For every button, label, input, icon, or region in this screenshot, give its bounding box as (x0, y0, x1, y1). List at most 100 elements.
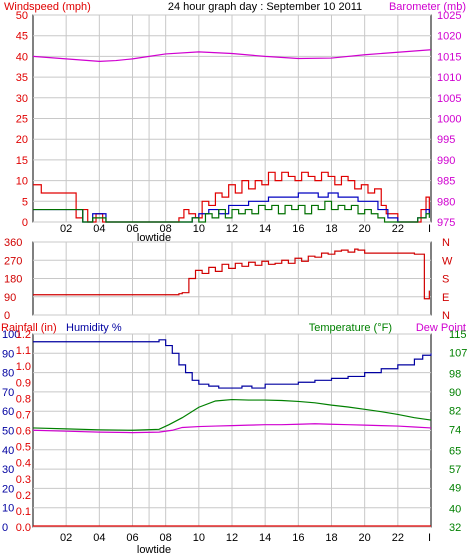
compass-tick-label: N (442, 237, 450, 249)
barometer-series-line (32, 49, 432, 62)
windspeed-tick-label: 25 (16, 114, 28, 126)
barometer-tick-label: 1020 (437, 31, 461, 43)
direction-tick-label: 180 (4, 274, 22, 286)
barometer-tick-label: 995 (437, 134, 455, 146)
x-tick-label-bottom: 14 (259, 532, 271, 544)
humidity-tick-label: 90 (2, 348, 14, 360)
barometer-tick-label: 1005 (437, 93, 461, 105)
temperature-tick-label: 40 (449, 503, 461, 515)
rainfall-tick-label: 0.2 (16, 490, 31, 502)
humidity-tick-label: 70 (2, 387, 14, 399)
x-tick-label-bottom: 10 (193, 532, 205, 544)
windspeed-tick-label: 0 (22, 217, 28, 229)
direction-tick-label: 360 (4, 237, 22, 249)
barometer-tick-label: 980 (437, 196, 455, 208)
windspeed-tick-label: 15 (16, 155, 28, 167)
lowtide-marker-label-bottom: lowtide (137, 544, 171, 556)
x-tick-label-top: 04 (93, 223, 105, 235)
temperature-tick-label: 57 (449, 464, 461, 476)
x-tick-label-bottom: 08 (160, 532, 172, 544)
x-tick-label-bottom: 22 (392, 532, 404, 544)
rainfall-tick-label: 1.2 (16, 329, 31, 341)
rainfall-tick-label: 0.4 (16, 458, 31, 470)
temperature-series-line (32, 398, 432, 431)
chart-title: 24 hour graph day : September 10 2011 (168, 1, 362, 13)
humidity-tick-label: 50 (2, 426, 14, 438)
x-end-mark-bottom: I (428, 532, 431, 544)
windspeed-tick-label: 20 (16, 134, 28, 146)
temperature-tick-label: 98 (449, 369, 461, 381)
windspeed-tick-label: 5 (22, 196, 28, 208)
rainfall-tick-label: 0.0 (16, 522, 31, 534)
dewpoint-axis-label: Dew Point (416, 322, 466, 334)
humidity-tick-label: 0 (2, 522, 8, 534)
compass-tick-label: S (442, 274, 449, 286)
direction-tick-label: 0 (4, 310, 10, 322)
humidity-tick-label: 100 (2, 329, 20, 341)
x-tick-label-bottom: 04 (93, 532, 105, 544)
humidity-tick-label: 30 (2, 464, 14, 476)
windspeed-tick-label: 45 (16, 31, 28, 43)
x-tick-label-top: 14 (259, 223, 271, 235)
barometer-tick-label: 1025 (437, 10, 461, 22)
avg_wind-series-line (33, 200, 430, 223)
x-tick-label-top: 02 (60, 223, 72, 235)
temperature-tick-label: 115 (449, 329, 467, 341)
chart-dynamic-layer: 0510152025303540455097598098599099510001… (2, 10, 467, 544)
humidity-tick-label: 80 (2, 368, 14, 380)
x-tick-label-top: 22 (392, 223, 404, 235)
rainfall-tick-label: 0.8 (16, 393, 31, 405)
temperature-tick-label: 65 (449, 445, 461, 457)
x-tick-label-bottom: 16 (292, 532, 304, 544)
x-tick-label-top: 16 (292, 223, 304, 235)
temperature-tick-label: 82 (449, 406, 461, 418)
rainfall-tick-label: 0.9 (16, 377, 31, 389)
temperature-tick-label: 74 (449, 424, 461, 436)
barometer-tick-label: 1015 (437, 51, 461, 63)
x-tick-label-top: 12 (226, 223, 238, 235)
rainfall-tick-label: 0.6 (16, 426, 31, 438)
rainfall-axis-label: Rainfall (in) (1, 322, 57, 334)
barometer-tick-label: 985 (437, 176, 455, 188)
x-tick-label-bottom: 02 (60, 532, 72, 544)
temperature-tick-label: 49 (449, 482, 461, 494)
x-tick-label-top: 06 (126, 223, 138, 235)
direction-series-line (33, 248, 430, 300)
barometer-tick-label: 975 (437, 217, 455, 229)
x-tick-label-top: 20 (359, 223, 371, 235)
windspeed-tick-label: 30 (16, 93, 28, 105)
humidity-tick-label: 60 (2, 406, 14, 418)
rainfall-tick-label: 0.5 (16, 442, 31, 454)
x-tick-label-top: 18 (325, 223, 337, 235)
windspeed-tick-label: 35 (16, 72, 28, 84)
temperature-tick-label: 32 (449, 522, 461, 534)
direction-tick-label: 90 (4, 292, 16, 304)
compass-tick-label: E (442, 292, 449, 304)
compass-tick-label: N (442, 310, 450, 322)
barometer-axis-label: Barometer (mb) (389, 1, 466, 13)
rainfall-tick-label: 0.1 (16, 506, 31, 518)
windspeed-tick-label: 40 (16, 51, 28, 63)
x-tick-label-bottom: 18 (325, 532, 337, 544)
rainfall-tick-label: 0.7 (16, 409, 31, 421)
rainfall-tick-label: 1.0 (16, 361, 31, 373)
humidity-tick-label: 20 (2, 483, 14, 495)
temperature-axis-label: Temperature (°F) (309, 322, 392, 334)
windspeed-tick-label: 10 (16, 176, 28, 188)
barometer-tick-label: 1010 (437, 72, 461, 84)
humidity-tick-label: 10 (2, 503, 14, 515)
dewpoint-series-line (32, 423, 432, 434)
rainfall-tick-label: 1.1 (16, 345, 31, 357)
x-tick-label-top: 08 (160, 223, 172, 235)
x-tick-label-bottom: 12 (226, 532, 238, 544)
humidity-axis-label: Humidity % (66, 322, 122, 334)
lowtide-marker-label-top: lowtide (137, 232, 171, 244)
compass-tick-label: W (442, 255, 453, 267)
barometer-tick-label: 1000 (437, 114, 461, 126)
windspeed-axis-label: Windspeed (mph) (4, 1, 91, 13)
x-tick-label-bottom: 20 (359, 532, 371, 544)
rainfall-tick-label: 0.3 (16, 474, 31, 486)
direction-tick-label: 270 (4, 255, 22, 267)
humidity-tick-label: 40 (2, 445, 14, 457)
